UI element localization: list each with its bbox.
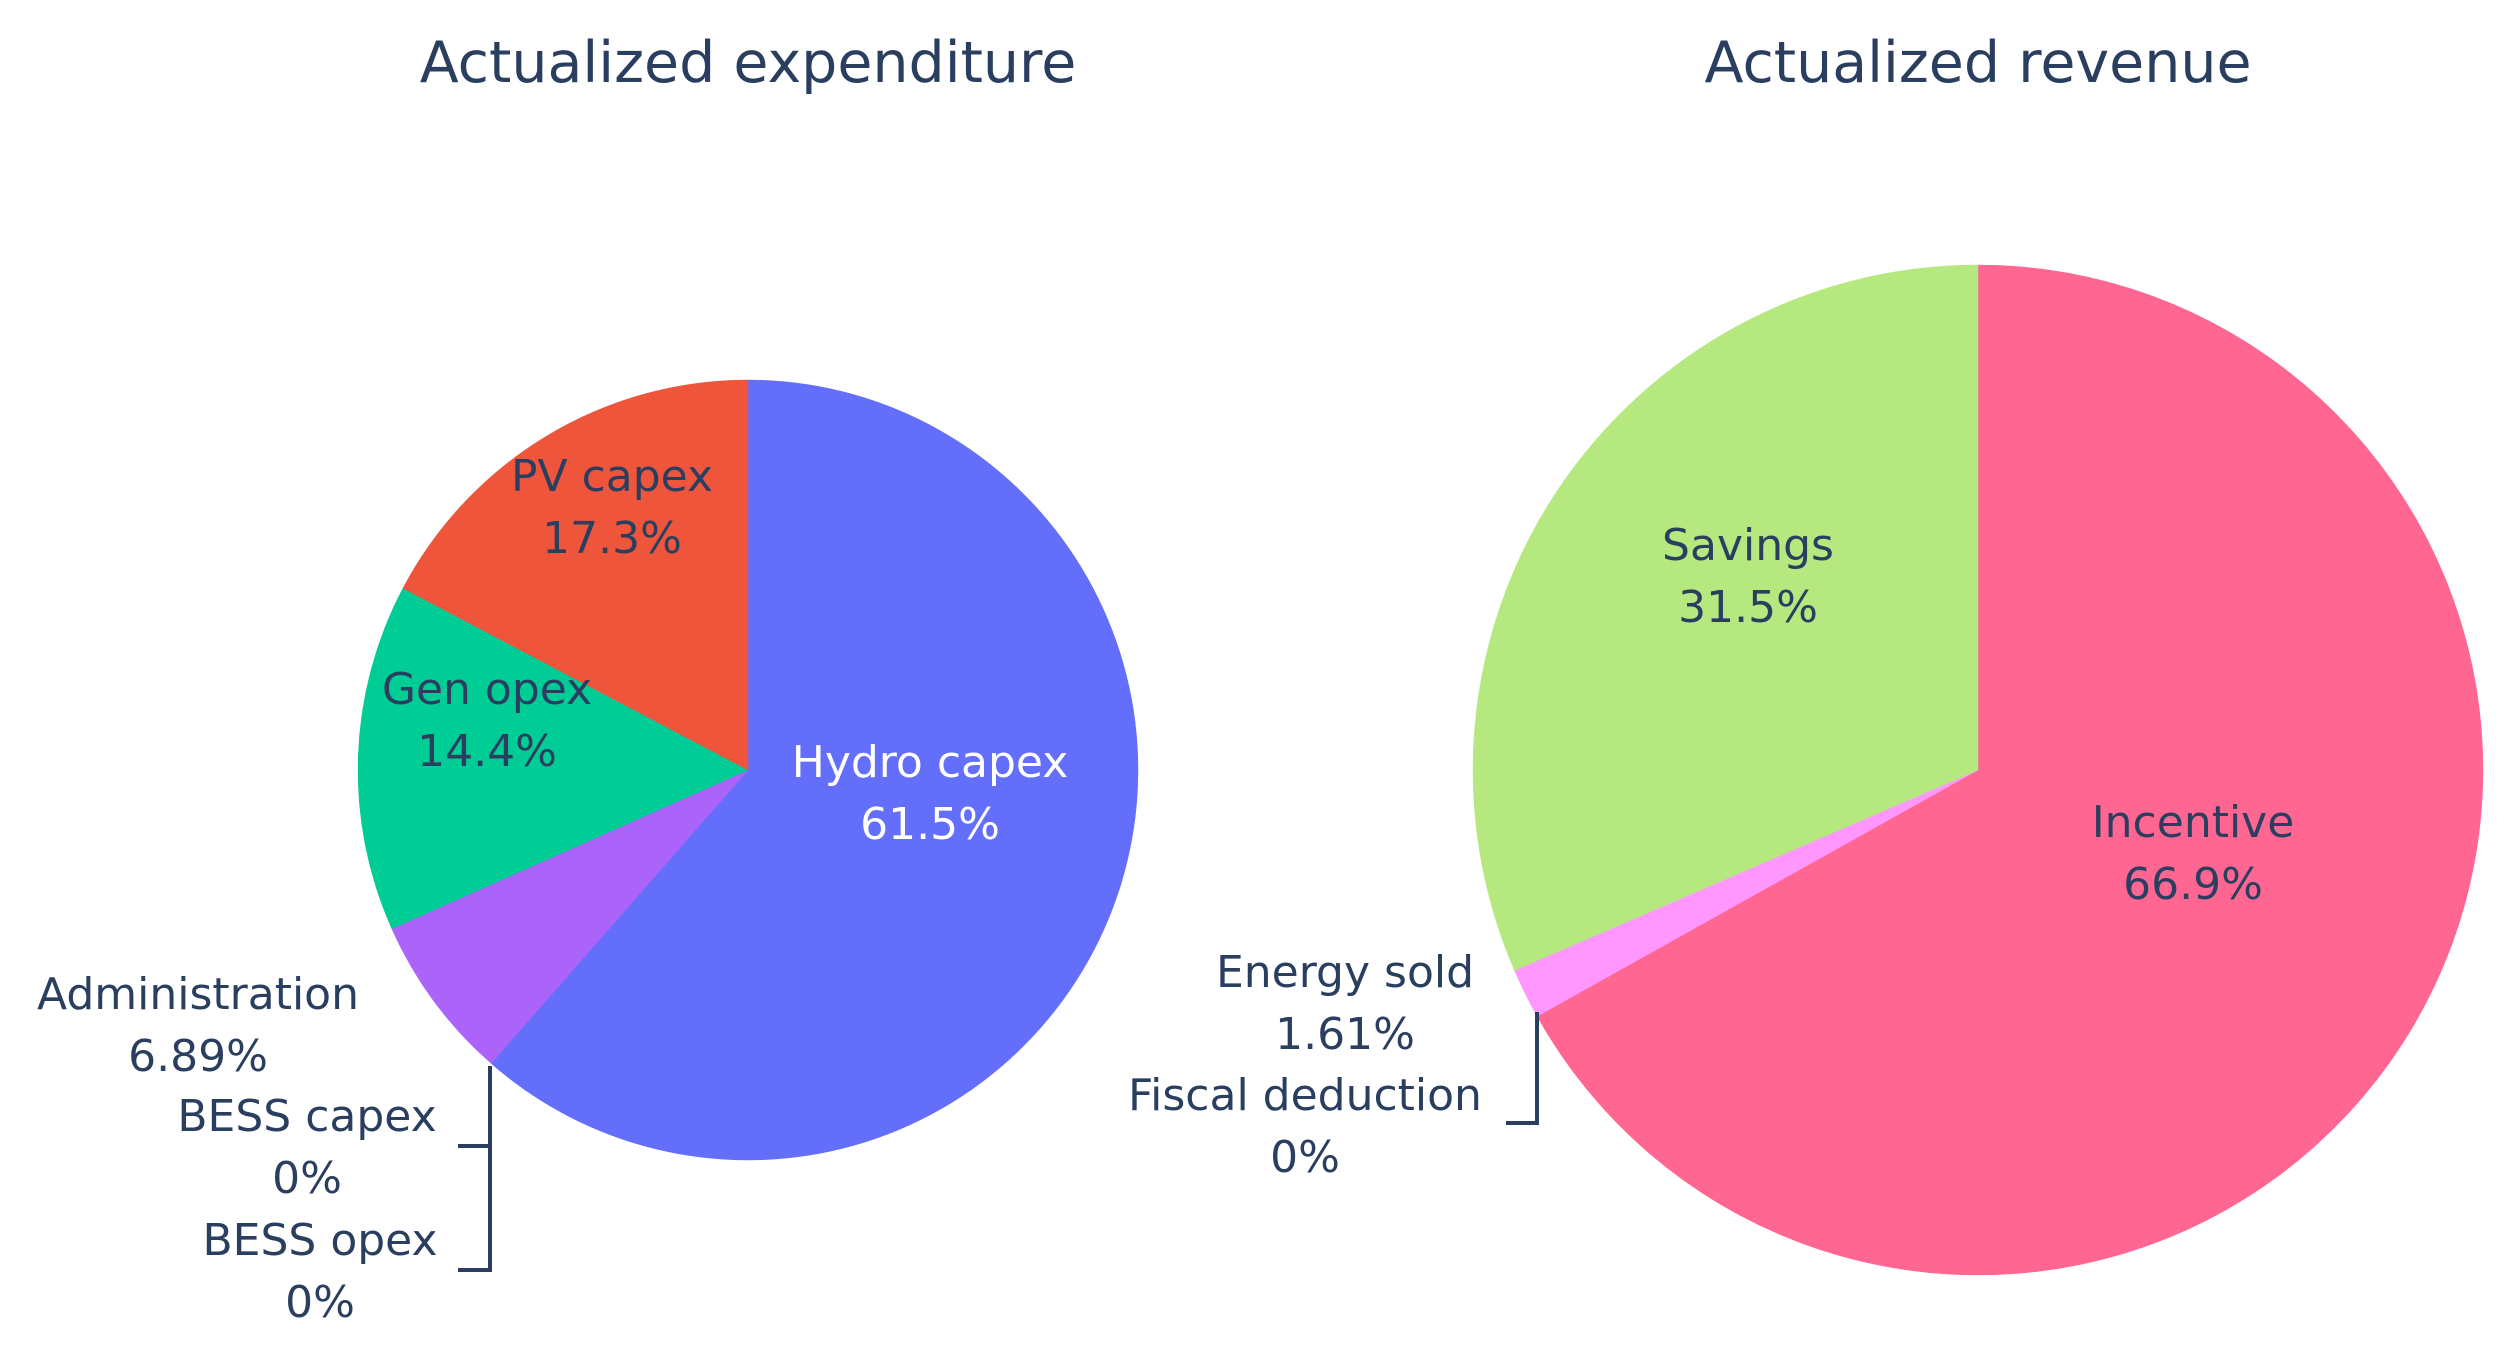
slice-label-gen-opex: Gen opex [382,664,592,715]
slice-label-incentive: Incentive [2092,797,2295,848]
expenditure-outside-labels: Administration 6.89% BESS capex 0% BESS … [37,969,438,1328]
slice-label-fiscal-deduction: Fiscal deduction [1128,1070,1482,1121]
slice-label-energy-sold: Energy sold [1216,947,1474,998]
slice-value-hydro-capex: 61.5% [860,799,1000,850]
pie-slice-administration [391,769,749,1064]
revenue-leader-lines [1506,1012,1539,1125]
slice-value-administration: 6.89% [128,1031,268,1082]
leader-line-fiscal-deduction [1506,1012,1539,1125]
revenue-pie-chart: Actualized revenue Incentive 66.9% Savings… [1128,30,2484,1276]
expenditure-slices [357,379,1139,1161]
slice-value-bess-capex: 0% [272,1153,342,1204]
slice-value-pv-capex: 17.3% [542,513,682,564]
pie-slice-savings [1472,264,1979,971]
expenditure-pie-chart: Actualized expenditure Hydro capex 61.5% G… [37,30,1139,1328]
leader-line-bess-opex [458,1066,492,1272]
slice-value-savings: 31.5% [1678,582,1818,633]
slice-label-bess-capex: BESS capex [177,1091,436,1142]
slice-label-savings: Savings [1662,520,1834,571]
slice-label-administration: Administration [37,969,359,1020]
pie-slice-hydro-capex [490,379,1139,1161]
expenditure-chart-title: Actualized expenditure [420,30,1077,96]
pie-slice-gen-opex [357,587,749,930]
slice-value-gen-opex: 14.4% [417,726,557,777]
expenditure-leader-lines [458,1066,492,1272]
revenue-chart-title: Actualized revenue [1704,30,2251,96]
slice-value-bess-opex: 0% [285,1277,355,1328]
slice-label-bess-opex: BESS opex [202,1215,437,1266]
slice-value-incentive: 66.9% [2123,859,2263,910]
pie-slice-pv-capex [402,379,749,771]
pie-slice-incentive [1536,264,2484,1276]
expenditure-inside-labels: Hydro capex 61.5% Gen opex 14.4% PV capex 17.… [382,451,1068,850]
slice-label-hydro-capex: Hydro capex [792,737,1069,788]
slice-value-energy-sold: 1.61% [1275,1009,1415,1060]
revenue-slices [1472,264,2484,1276]
slice-value-fiscal-deduction: 0% [1270,1132,1340,1183]
slice-label-pv-capex: PV capex [511,451,713,502]
revenue-inside-labels: Incentive 66.9% Savings 31.5% [1662,520,2294,910]
revenue-outside-labels: Energy sold 1.61% Fiscal deduction 0% [1128,947,1482,1183]
